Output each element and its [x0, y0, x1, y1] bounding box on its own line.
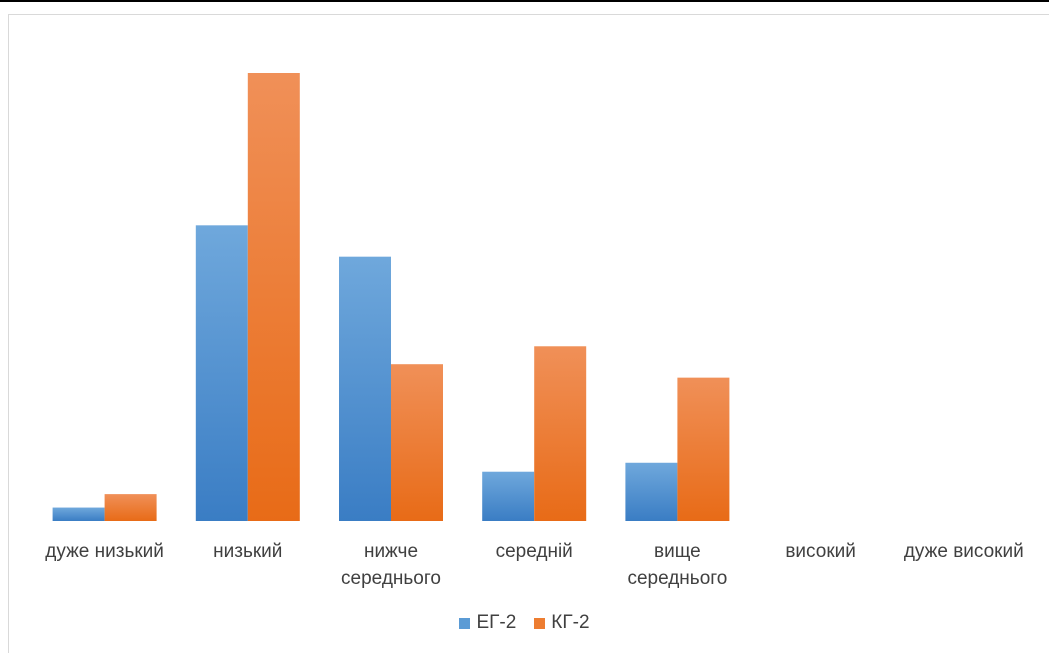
x-tick-label: середнього	[627, 568, 727, 589]
legend-label: КГ-2	[551, 612, 589, 634]
x-tick-label: середнього	[341, 568, 441, 589]
x-tick-label: нижче	[364, 541, 418, 562]
bar-eg2-2	[339, 257, 391, 521]
bar-kg2-3	[534, 346, 586, 521]
x-tick-label: вище	[654, 541, 701, 562]
x-tick-label: середній	[496, 541, 573, 562]
x-tick-label: дуже високий	[904, 541, 1024, 562]
legend-item: ЕГ-2	[459, 612, 516, 634]
bar-kg2-2	[391, 364, 443, 521]
legend-swatch	[459, 618, 470, 629]
bar-eg2-3	[482, 472, 534, 521]
bar-kg2-0	[105, 494, 157, 521]
legend-label: ЕГ-2	[476, 612, 516, 634]
legend-item: КГ-2	[534, 612, 589, 634]
bar-eg2-4	[625, 463, 677, 521]
x-tick-label: високий	[785, 541, 856, 562]
bar-eg2-0	[53, 508, 105, 521]
bar-kg2-1	[248, 73, 300, 521]
bar-kg2-4	[677, 378, 729, 521]
legend-swatch	[534, 618, 545, 629]
legend: ЕГ-2 КГ-2	[0, 610, 1049, 636]
x-tick-label: низький	[213, 541, 282, 562]
bars-layer	[53, 73, 730, 521]
x-tick-label: дуже низький	[45, 541, 164, 562]
bar-eg2-1	[196, 225, 248, 521]
x-axis-labels: дуже низький низький нижче середнього середн…	[45, 541, 1023, 589]
